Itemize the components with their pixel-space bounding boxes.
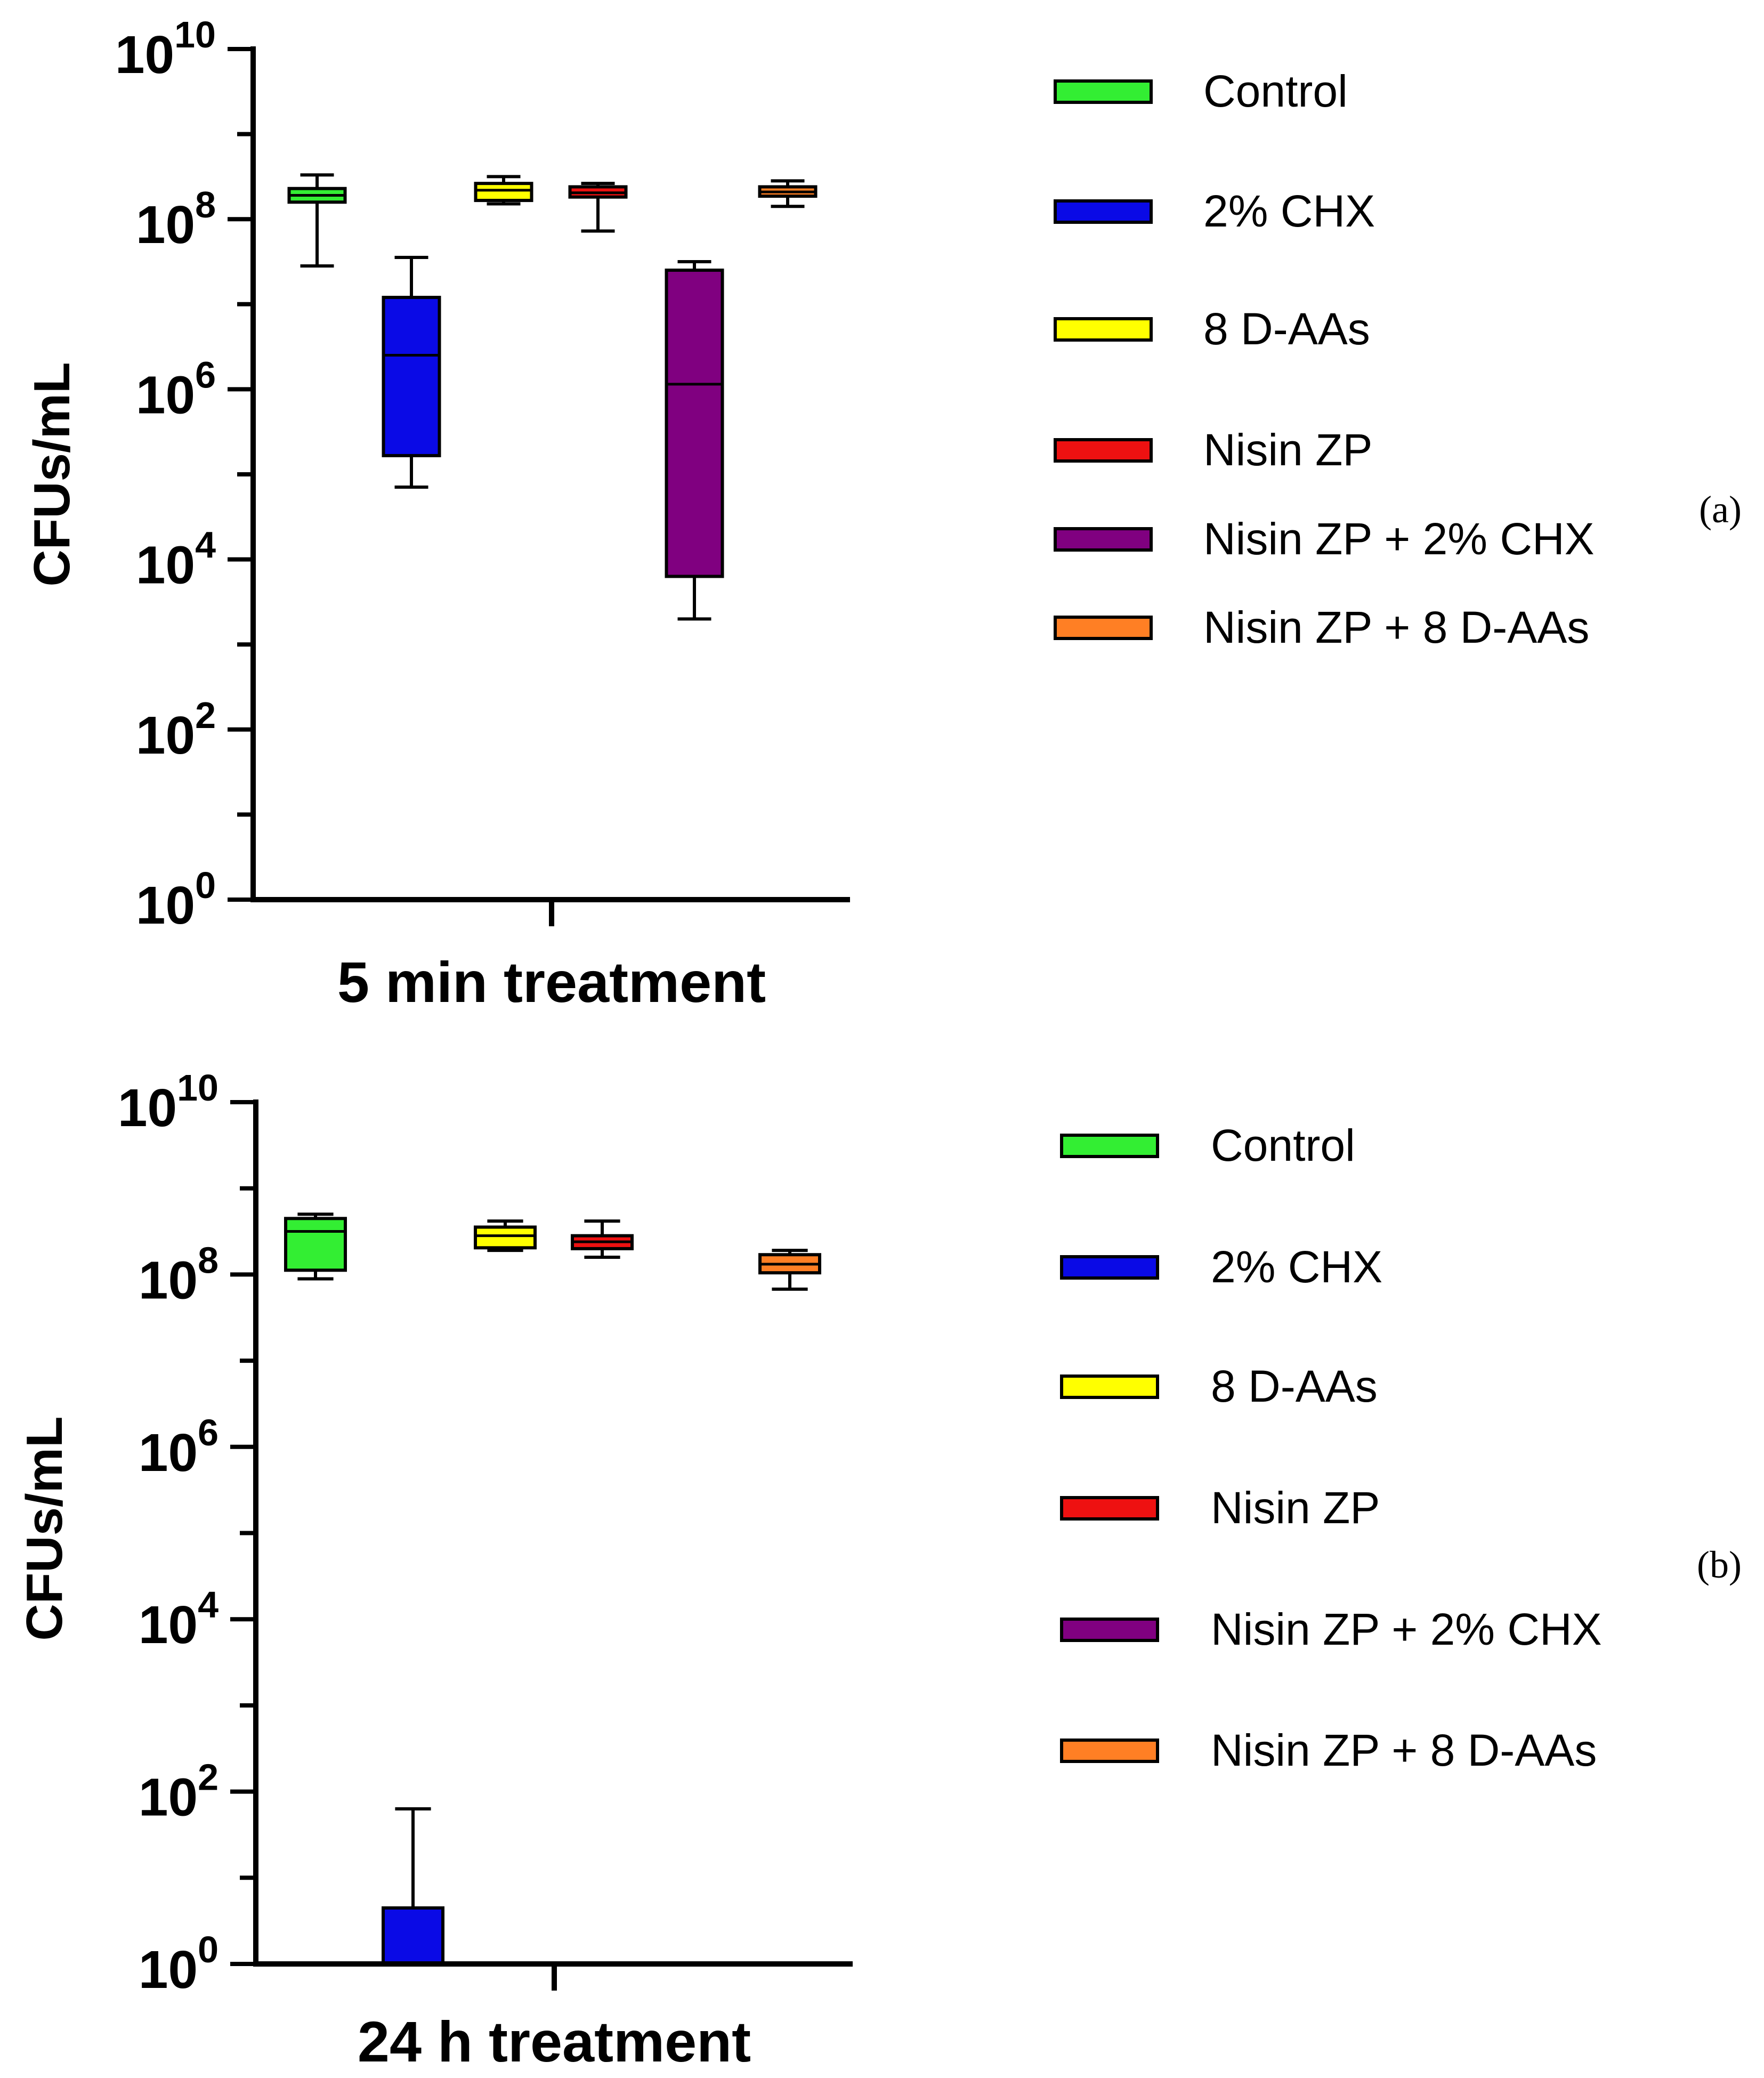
legend-item: Nisin ZP + 8 D-AAs: [1060, 1725, 1597, 1775]
box-control: [287, 173, 347, 268]
legend-label: 8 D-AAs: [1211, 1361, 1378, 1411]
y-tick-label: 108: [136, 184, 216, 255]
legend-label: Control: [1211, 1120, 1355, 1170]
legend-swatch: [1054, 317, 1153, 342]
legend-item: 8 D-AAs: [1054, 304, 1370, 354]
legend-label: Nisin ZP + 8 D-AAs: [1203, 602, 1589, 652]
box-control: [284, 1212, 347, 1281]
legend: Control 2% CHX 8 D-AAs Nisin ZP Nisin ZP + 2…: [1060, 1120, 1602, 1775]
legend-item: 2% CHX: [1060, 1242, 1382, 1292]
legend-swatch: [1054, 527, 1153, 552]
legend-label: Nisin ZP: [1211, 1483, 1380, 1533]
legend-item: Nisin ZP: [1054, 425, 1372, 475]
legend-swatch: [1054, 79, 1153, 104]
y-tick-label: 102: [136, 694, 216, 765]
y-tick-label: 102: [139, 1757, 219, 1828]
legend-label: Nisin ZP + 8 D-AAs: [1211, 1725, 1597, 1775]
axes: [250, 46, 850, 926]
box-nisin-zp: [568, 182, 628, 233]
legend-label: 2% CHX: [1203, 186, 1375, 236]
box-nisin-zp-8-d-aas: [758, 179, 818, 208]
legend-swatch: [1054, 199, 1153, 224]
y-tick-label: 104: [136, 524, 216, 595]
y-tick-label: 100: [139, 1929, 219, 2000]
legend-item: 8 D-AAs: [1060, 1361, 1378, 1411]
y-tick-label: 106: [139, 1412, 219, 1483]
box-body: [382, 296, 441, 457]
legend-item: 2% CHX: [1054, 186, 1375, 236]
boxplot-group: [287, 173, 818, 621]
legend-item: Nisin ZP + 8 D-AAs: [1054, 602, 1589, 652]
y-ticks: 100 102 104 106 108 1010: [118, 1067, 256, 2000]
box-8-d-aas: [474, 1219, 537, 1252]
legend-item: Nisin ZP + 2% CHX: [1054, 514, 1595, 564]
y-tick-label: 1010: [118, 1067, 219, 1138]
y-tick-label: 100: [136, 864, 216, 935]
box-2-chx: [382, 1807, 444, 1966]
legend-label: Nisin ZP + 2% CHX: [1203, 514, 1595, 564]
panel-label: (a): [1699, 488, 1742, 531]
x-axis-label: 24 h treatment: [358, 2009, 751, 2074]
legend-item: Control: [1060, 1120, 1355, 1170]
legend-swatch: [1060, 1496, 1159, 1521]
box-nisin-zp: [571, 1219, 634, 1259]
box-nisin-zp-2-chx: [665, 260, 724, 621]
y-tick-label: 1010: [115, 14, 216, 85]
legend-swatch: [1054, 616, 1153, 640]
legend-label: 8 D-AAs: [1203, 304, 1370, 354]
panel-label: (b): [1697, 1543, 1742, 1586]
box-body: [284, 1217, 347, 1272]
boxplot-group: [284, 1212, 821, 1966]
panel-a: 100 102 104 106 108 1010 CFUs/mL 5 min treatm…: [23, 14, 1742, 1014]
legend-label: Control: [1203, 66, 1348, 116]
box-body: [474, 1225, 537, 1250]
box-body: [474, 182, 533, 203]
y-axis-label: CFUs/mL: [16, 1416, 73, 1640]
legend-swatch: [1054, 438, 1153, 463]
box-body: [665, 268, 724, 578]
y-ticks: 100 102 104 106 108 1010: [115, 14, 253, 935]
box-2-chx: [382, 256, 441, 489]
legend-item: Control: [1054, 66, 1348, 116]
box-8-d-aas: [474, 175, 533, 206]
legend-swatch: [1060, 1255, 1159, 1280]
legend-swatch: [1060, 1134, 1159, 1158]
legend-swatch: [1060, 1739, 1159, 1763]
legend-item: Nisin ZP: [1060, 1483, 1380, 1533]
legend-item: Nisin ZP + 2% CHX: [1060, 1604, 1602, 1654]
box-body: [382, 1906, 444, 1966]
legend-swatch: [1060, 1374, 1159, 1399]
y-tick-label: 106: [136, 354, 216, 425]
legend-label: 2% CHX: [1211, 1242, 1382, 1292]
y-tick-label: 104: [139, 1584, 219, 1655]
legend-label: Nisin ZP: [1203, 425, 1372, 475]
legend-swatch: [1060, 1618, 1159, 1642]
legend: Control 2% CHX 8 D-AAs Nisin ZP Nisin ZP + 2…: [1054, 66, 1595, 652]
y-axis-label: CFUs/mL: [23, 362, 80, 586]
panel-b: 100 102 104 106 108 1010 CFUs/mL 24 h treatme…: [16, 1067, 1742, 2074]
y-tick-label: 108: [139, 1239, 219, 1310]
legend-label: Nisin ZP + 2% CHX: [1211, 1604, 1602, 1654]
box-nisin-zp-8-d-aas: [758, 1249, 821, 1291]
x-axis-label: 5 min treatment: [337, 950, 766, 1014]
